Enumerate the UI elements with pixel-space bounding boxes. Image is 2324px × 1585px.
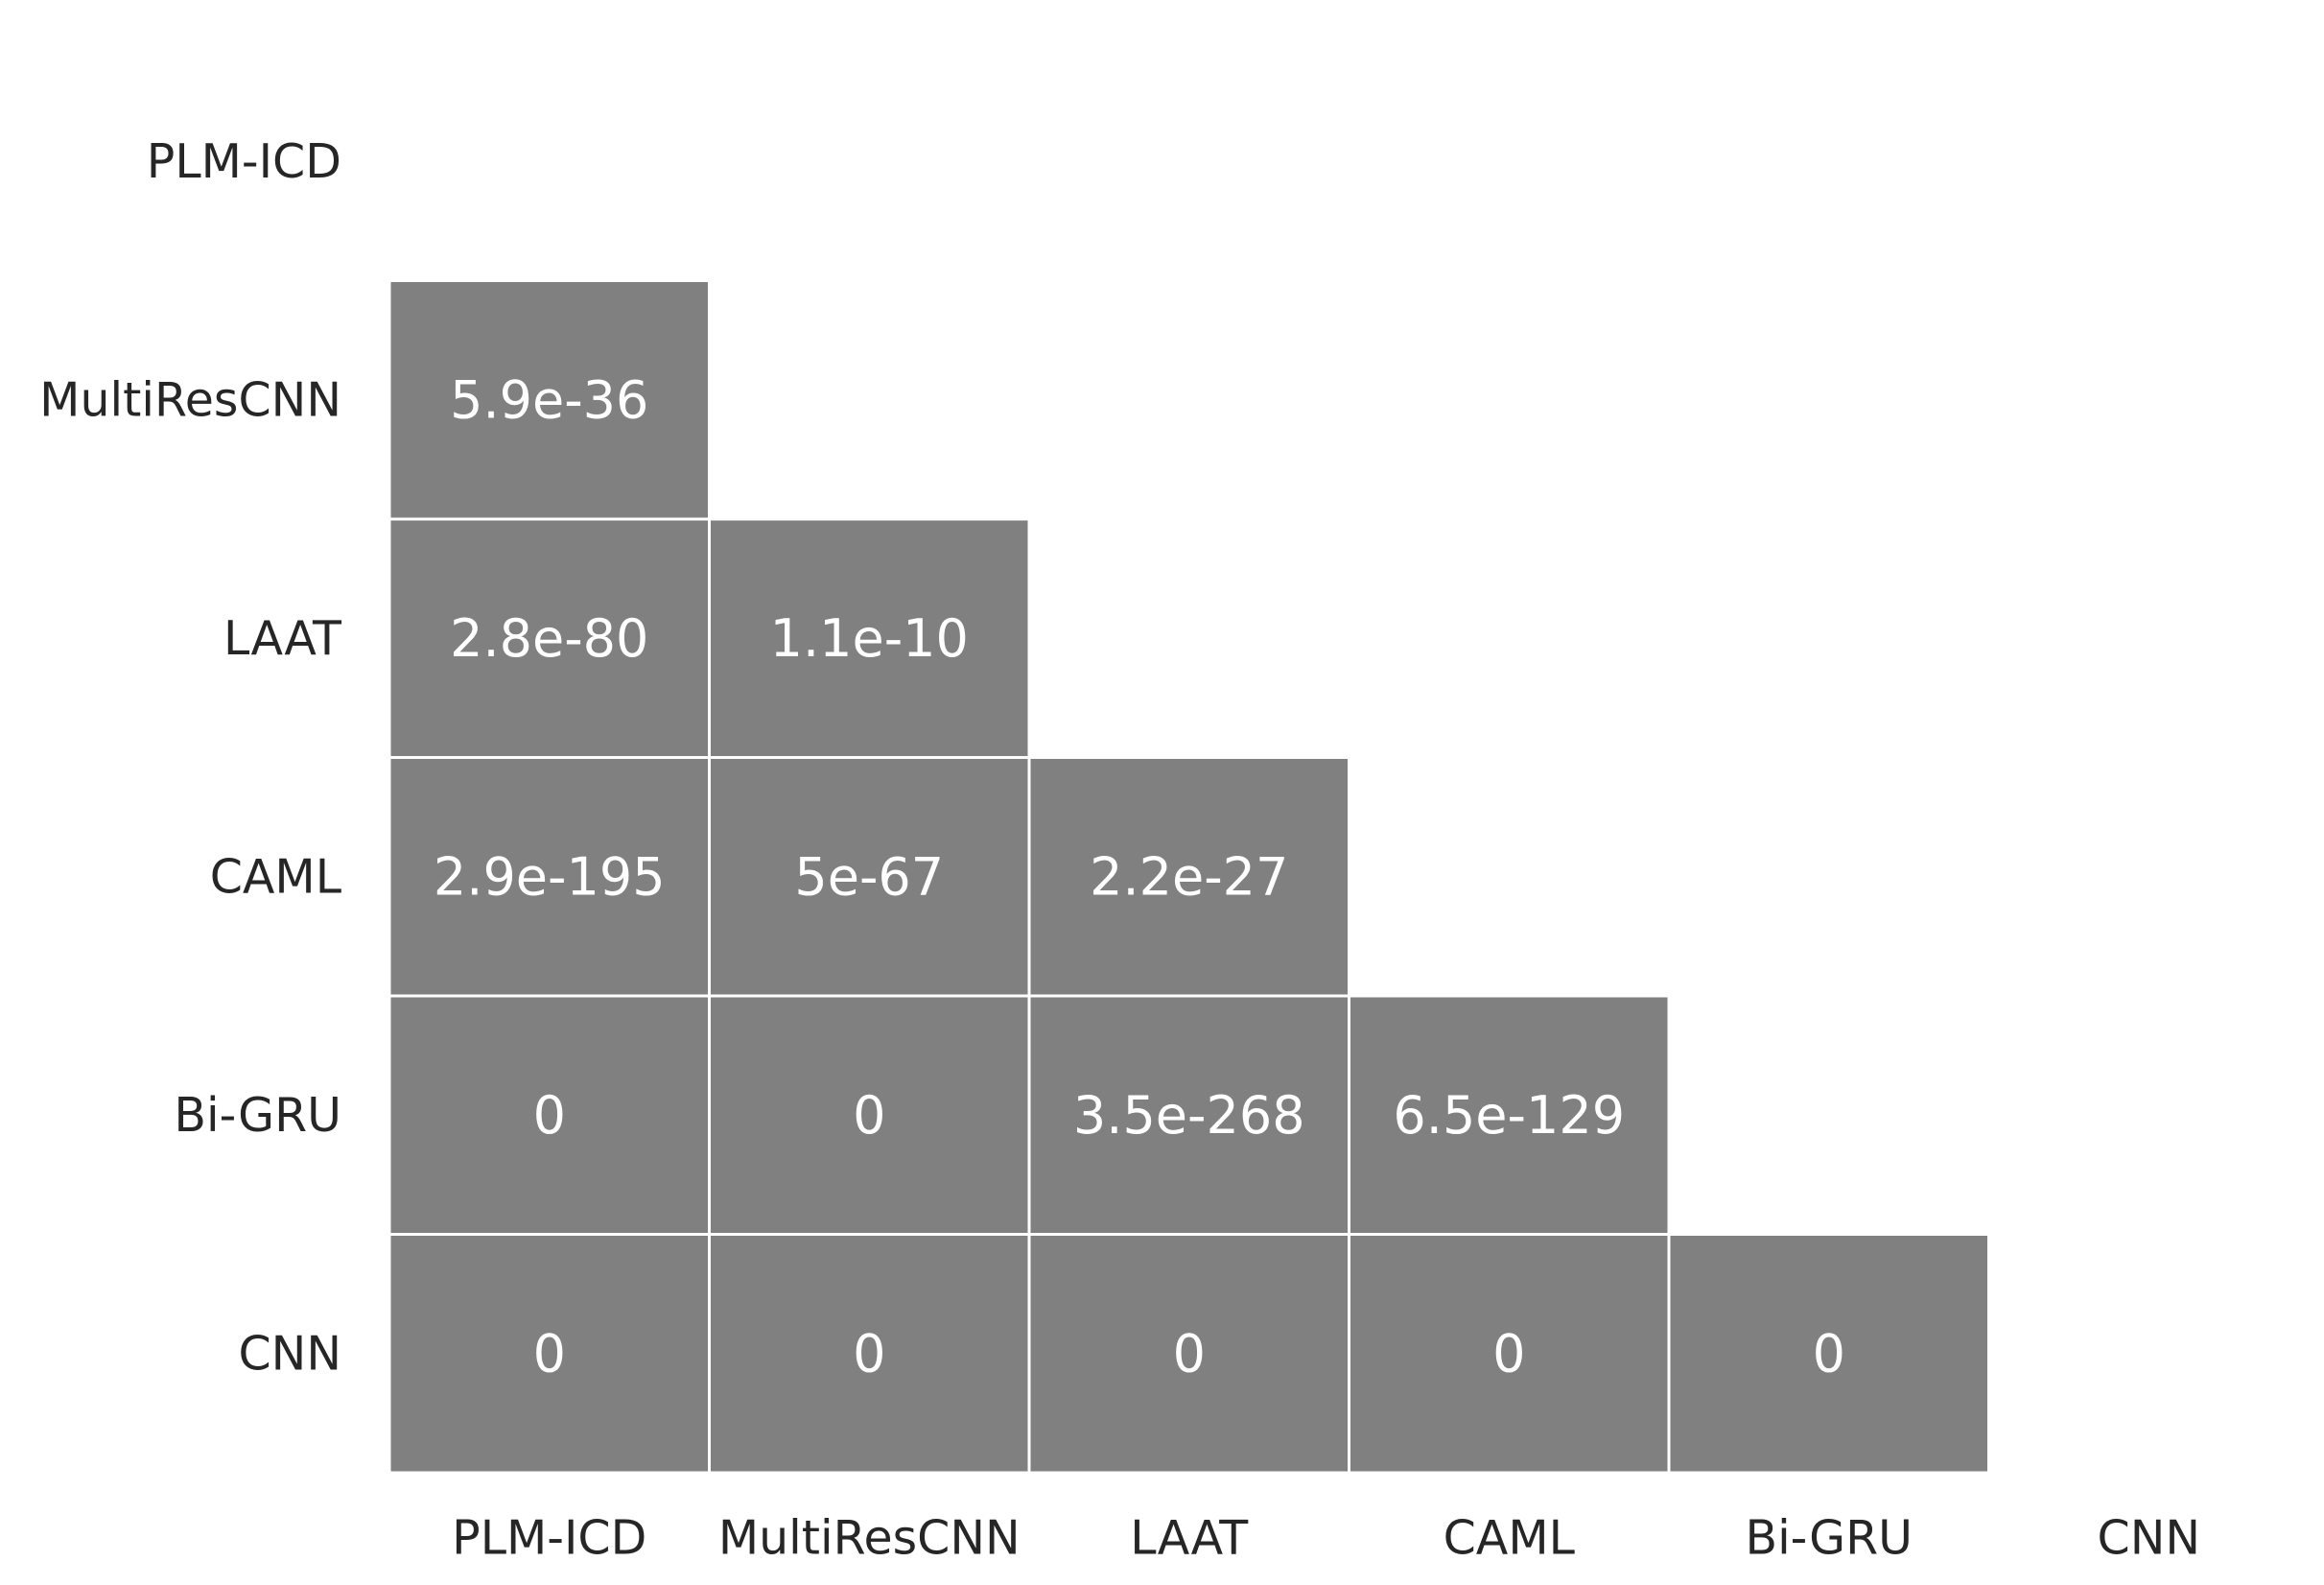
cell-value-label-laat-vs-plm-icd: 2.8e-80 xyxy=(450,608,648,669)
cell-value-label-cnn-vs-multirescnn: 0 xyxy=(853,1323,885,1384)
cell-value-label-caml-vs-plm-icd: 2.9e-195 xyxy=(434,846,666,907)
heatmap-cell-cnn-vs-bi-gru xyxy=(1667,1233,1990,1475)
cell-value-label-bi-gru-vs-multirescnn: 0 xyxy=(853,1085,885,1146)
cell-value-label-cnn-vs-laat: 0 xyxy=(1173,1323,1206,1384)
y-tick-label-laat: LAAT xyxy=(223,611,342,666)
heatmap-cell-cnn-vs-multirescnn xyxy=(708,1233,1031,1475)
heatmap-cell-caml-vs-multirescnn xyxy=(708,756,1031,998)
cell-value-label-cnn-vs-caml: 0 xyxy=(1492,1323,1525,1384)
heatmap-cell-bi-gru-vs-multirescnn xyxy=(708,994,1031,1236)
y-tick-label-bi-gru: Bi-GRU xyxy=(174,1088,341,1143)
heatmap-cell-bi-gru-vs-caml xyxy=(1348,994,1671,1236)
cell-value-label-cnn-vs-bi-gru: 0 xyxy=(1813,1323,1845,1384)
cell-value-label-caml-vs-laat: 2.2e-27 xyxy=(1090,846,1288,907)
x-axis-tick-labels: PLM-ICD MultiResCNN LAAT CAML Bi-GRU CNN xyxy=(452,1511,2200,1566)
cell-value-label-caml-vs-multirescnn: 5e-67 xyxy=(794,846,944,907)
heatmap-cell-cnn-vs-caml xyxy=(1348,1233,1671,1475)
cell-value-label-multirescnn-vs-plm-icd: 5.9e-36 xyxy=(450,369,648,430)
y-tick-label-plm-icd: PLM-ICD xyxy=(147,134,341,189)
x-tick-label-plm-icd: PLM-ICD xyxy=(452,1511,646,1566)
heatmap-cells xyxy=(387,279,1990,1475)
x-tick-label-multirescnn: MultiResCNN xyxy=(718,1511,1021,1566)
heatmap-cell-multirescnn-vs-plm-icd xyxy=(387,279,711,521)
x-tick-label-caml: CAML xyxy=(1444,1511,1576,1566)
y-tick-label-multirescnn: MultiResCNN xyxy=(39,372,341,427)
cell-value-label-laat-vs-multirescnn: 1.1e-10 xyxy=(770,608,969,669)
heatmap-cell-caml-vs-plm-icd xyxy=(387,756,711,998)
cell-value-label-bi-gru-vs-plm-icd: 0 xyxy=(533,1085,566,1146)
heatmap-cell-labels: 5.9e-36 2.8e-80 1.1e-10 2.9e-195 5e-67 2.2e-2… xyxy=(434,369,1845,1384)
heatmap-cell-caml-vs-laat xyxy=(1027,756,1350,998)
y-tick-label-caml: CAML xyxy=(210,849,342,904)
y-tick-label-cnn: CNN xyxy=(238,1326,341,1381)
x-tick-label-cnn: CNN xyxy=(2097,1511,2200,1566)
x-tick-label-laat: LAAT xyxy=(1130,1511,1249,1566)
cell-value-label-cnn-vs-plm-icd: 0 xyxy=(533,1323,566,1384)
heatmap-cell-cnn-vs-laat xyxy=(1027,1233,1350,1475)
heatmap-cell-laat-vs-multirescnn xyxy=(708,517,1031,759)
y-axis-tick-labels: PLM-ICD MultiResCNN LAAT CAML Bi-GRU CNN xyxy=(39,134,342,1382)
cell-value-label-bi-gru-vs-laat: 3.5e-268 xyxy=(1073,1085,1305,1146)
heatmap-cell-laat-vs-plm-icd xyxy=(387,517,711,759)
x-tick-label-bi-gru: Bi-GRU xyxy=(1745,1511,1913,1566)
cell-value-label-bi-gru-vs-caml: 6.5e-129 xyxy=(1393,1085,1625,1146)
